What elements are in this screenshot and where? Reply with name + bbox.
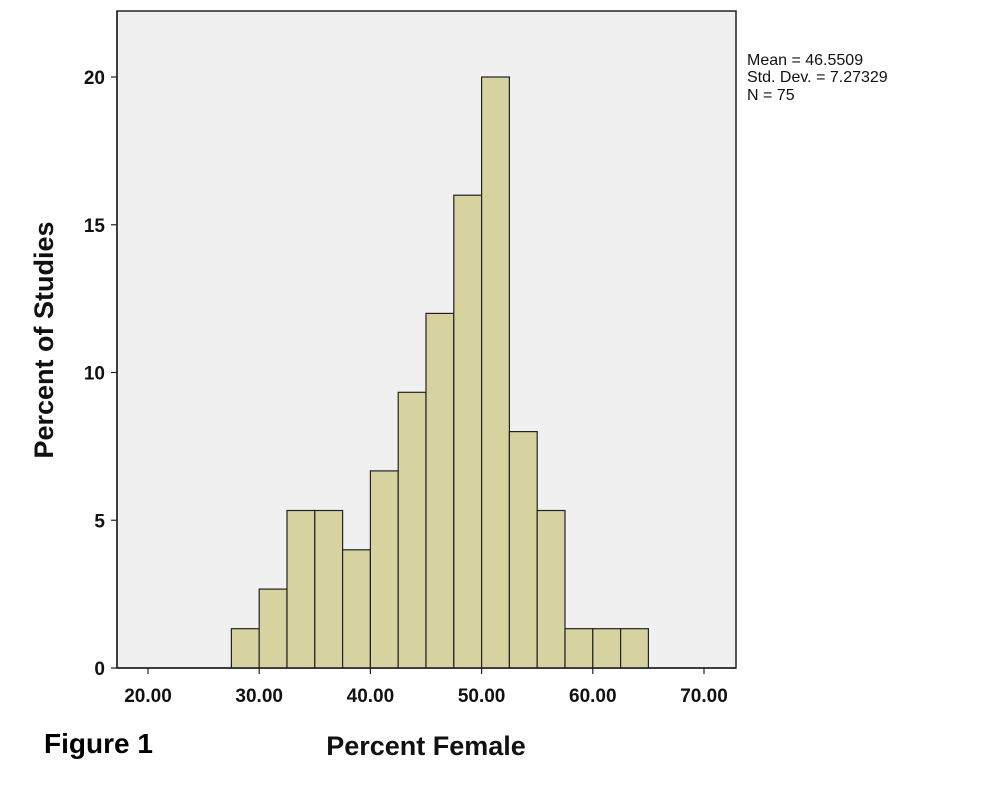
y-axis-ticks: 0 5 10 15 20 xyxy=(84,68,117,680)
histogram-bar xyxy=(258,588,288,669)
histogram-bar xyxy=(592,628,622,669)
histogram-bar xyxy=(481,76,511,669)
histogram-bar xyxy=(536,509,566,669)
y-axis-title: Percent of Studies xyxy=(29,221,59,458)
x-tick-label: 70.00 xyxy=(680,686,728,707)
stats-mean: Mean = 46.5509 xyxy=(747,52,863,69)
histogram-bar xyxy=(397,391,427,669)
x-tick-label: 40.00 xyxy=(347,686,395,707)
histogram-bar xyxy=(314,509,344,669)
histogram-bar xyxy=(453,194,483,669)
histogram-bar xyxy=(619,628,649,669)
bars-group xyxy=(230,76,649,669)
histogram-bar xyxy=(425,312,455,669)
stats-n: N = 75 xyxy=(747,87,795,104)
stats-box: Mean = 46.5509 Std. Dev. = 7.27329 N = 7… xyxy=(747,52,888,104)
figure-label: Figure 1 xyxy=(44,728,153,759)
y-tick-label: 20 xyxy=(84,68,105,89)
histogram-bar xyxy=(564,628,594,669)
x-tick-label: 20.00 xyxy=(124,686,172,707)
x-axis-title: Percent Female xyxy=(326,731,526,761)
y-tick-label: 0 xyxy=(94,659,105,680)
x-tick-label: 60.00 xyxy=(569,686,617,707)
histogram-bar xyxy=(286,509,316,669)
histogram-bar xyxy=(342,549,372,669)
histogram-bar xyxy=(230,628,260,669)
y-tick-label: 15 xyxy=(84,216,106,237)
x-axis-ticks: 20.00 30.00 40.00 50.00 60.00 70.00 xyxy=(124,668,728,707)
y-tick-label: 5 xyxy=(94,511,105,532)
histogram-bar xyxy=(508,431,538,669)
y-tick-label: 10 xyxy=(84,364,105,385)
histogram-bar xyxy=(369,470,399,669)
x-tick-label: 30.00 xyxy=(235,686,283,707)
stats-std-dev: Std. Dev. = 7.27329 xyxy=(747,69,888,86)
x-tick-label: 50.00 xyxy=(458,686,506,707)
